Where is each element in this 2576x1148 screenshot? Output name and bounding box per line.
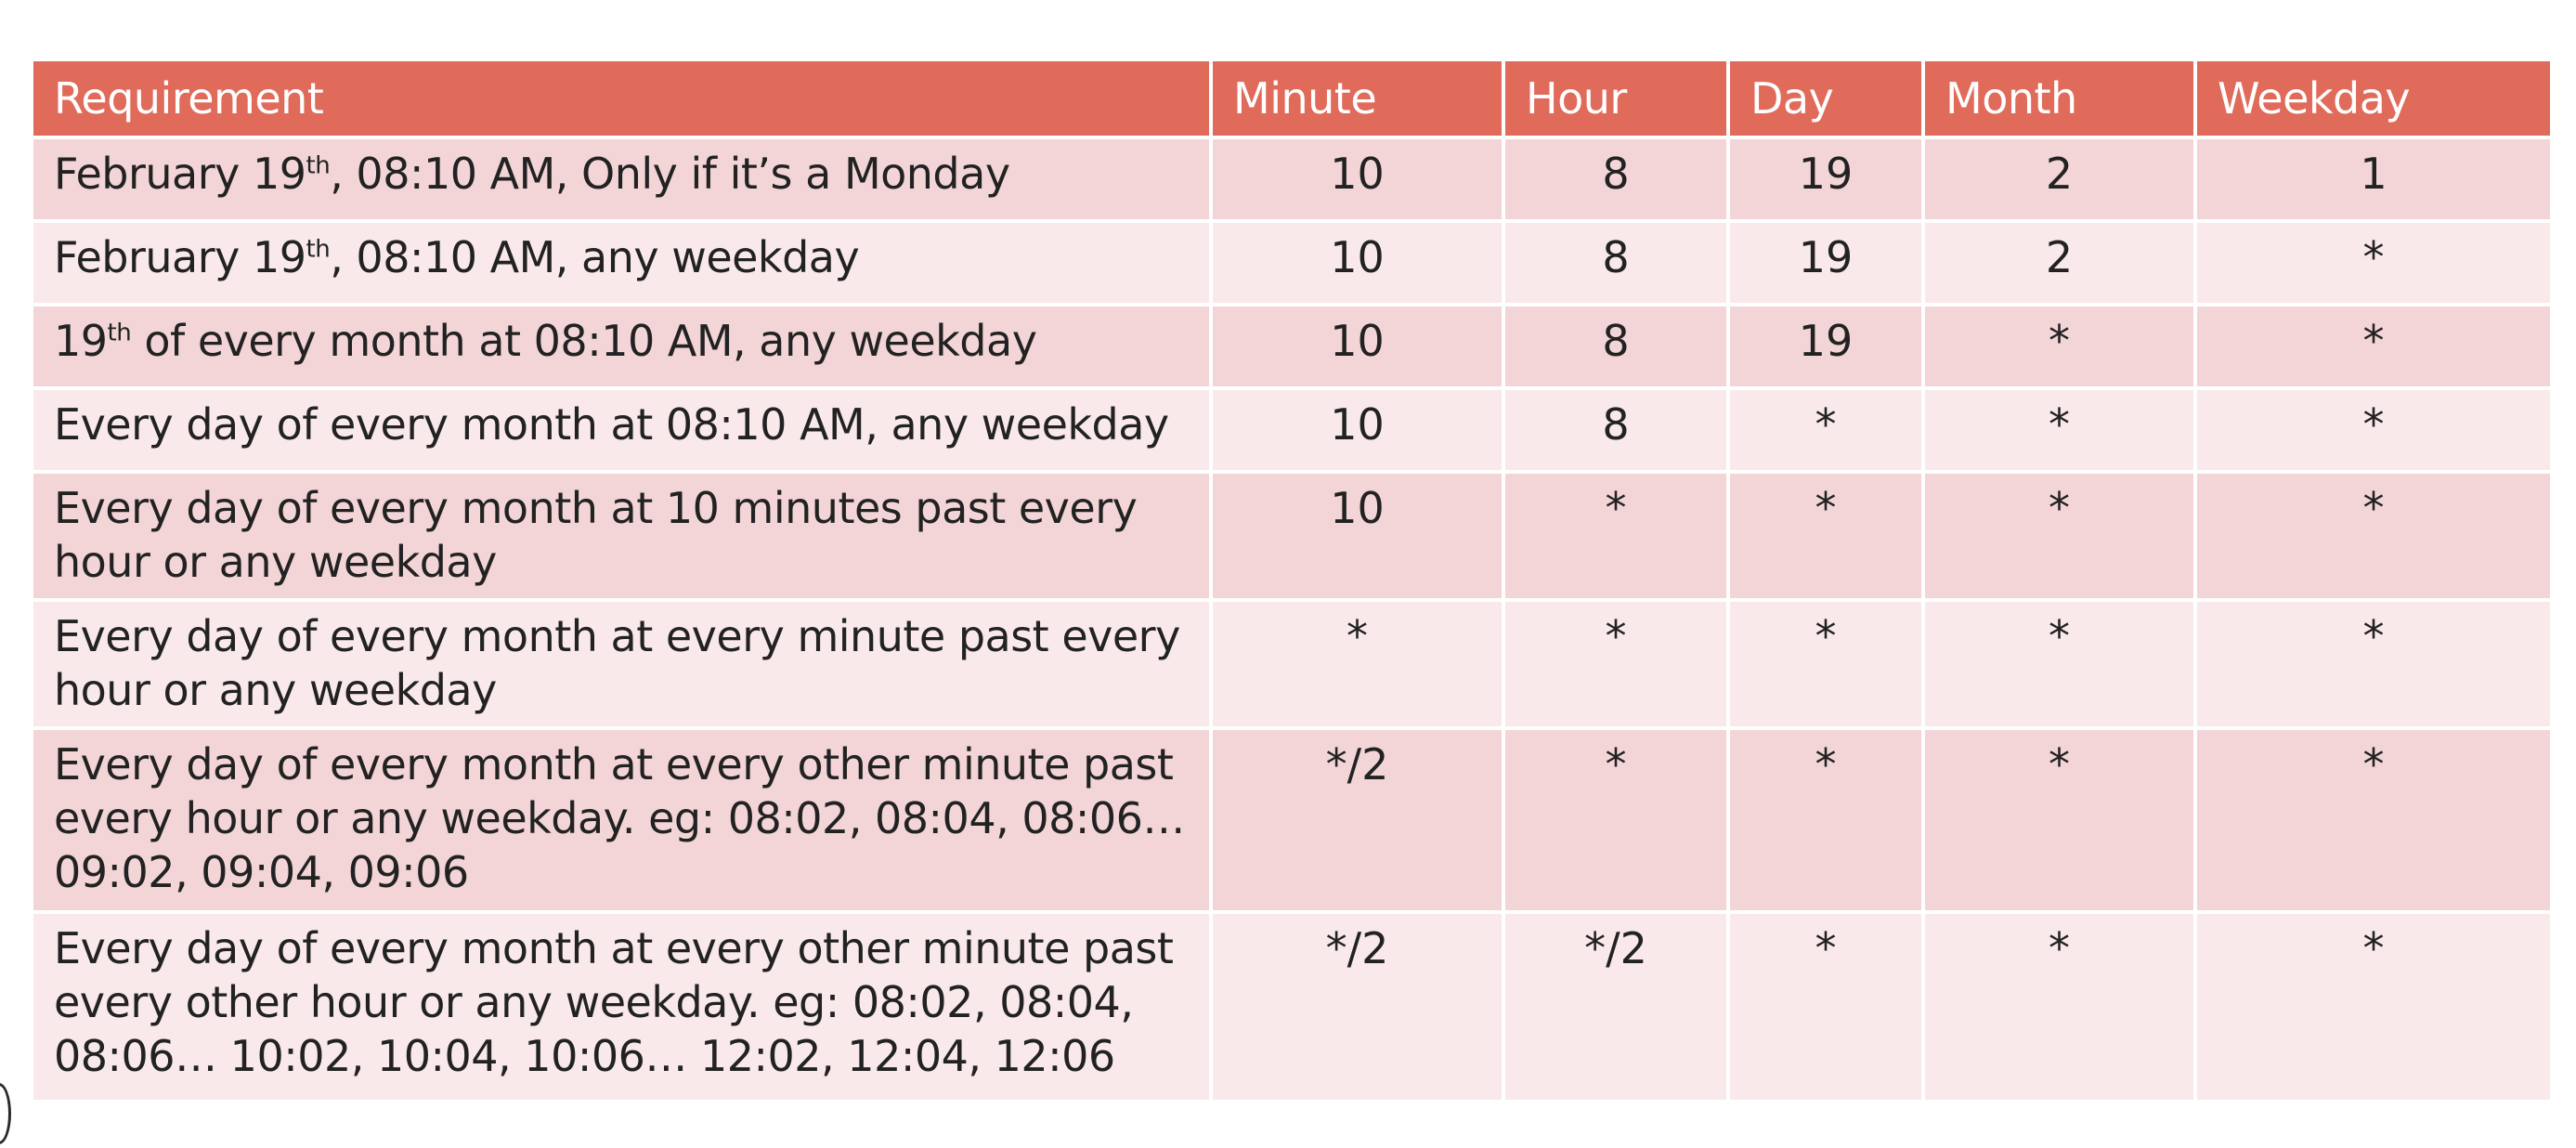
weekday-cell: * <box>2193 386 2554 474</box>
hour-cell: 8 <box>1502 136 1730 223</box>
edge-circle-decoration <box>0 1083 11 1144</box>
month-cell: * <box>1921 598 2197 730</box>
minute-cell: */2 <box>1209 910 1505 1103</box>
hour-cell: * <box>1502 470 1730 602</box>
minute-cell: 10 <box>1209 470 1505 602</box>
table-row: February 19th, 08:10 AM, Only if it’s a … <box>30 136 2554 223</box>
hour-cell: * <box>1502 598 1730 730</box>
minute-cell: 10 <box>1209 136 1505 223</box>
hour-cell: * <box>1502 726 1730 914</box>
weekday-cell: * <box>2193 910 2554 1103</box>
day-cell: 19 <box>1726 136 1925 223</box>
day-cell: 19 <box>1726 303 1925 390</box>
table-row: 19th of every month at 08:10 AM, any wee… <box>30 303 2554 390</box>
weekday-cell: * <box>2193 470 2554 602</box>
day-cell: * <box>1726 726 1925 914</box>
header-day: Day <box>1726 58 1925 139</box>
minute-cell: 10 <box>1209 219 1505 307</box>
month-cell: 2 <box>1921 219 2197 307</box>
table-row: February 19th, 08:10 AM, any weekday 10 … <box>30 219 2554 307</box>
table-row: Every day of every month at every other … <box>30 910 2554 1103</box>
table-body: February 19th, 08:10 AM, Only if it’s a … <box>30 136 2554 1103</box>
requirement-cell: Every day of every month at every minute… <box>30 598 1213 730</box>
header-month: Month <box>1921 58 2197 139</box>
hour-cell: 8 <box>1502 303 1730 390</box>
requirement-cell: February 19th, 08:10 AM, any weekday <box>30 219 1213 307</box>
month-cell: * <box>1921 470 2197 602</box>
month-cell: * <box>1921 910 2197 1103</box>
hour-cell: 8 <box>1502 386 1730 474</box>
day-cell: * <box>1726 598 1925 730</box>
minute-cell: 10 <box>1209 386 1505 474</box>
requirement-cell: Every day of every month at 10 minutes p… <box>30 470 1213 602</box>
day-cell: 19 <box>1726 219 1925 307</box>
requirement-cell: 19th of every month at 08:10 AM, any wee… <box>30 303 1213 390</box>
day-cell: * <box>1726 910 1925 1103</box>
hour-cell: */2 <box>1502 910 1730 1103</box>
header-minute: Minute <box>1209 58 1505 139</box>
weekday-cell: * <box>2193 598 2554 730</box>
table-row: Every day of every month at every minute… <box>30 598 2554 730</box>
minute-cell: */2 <box>1209 726 1505 914</box>
month-cell: * <box>1921 726 2197 914</box>
month-cell: 2 <box>1921 136 2197 223</box>
table-row: Every day of every month at every other … <box>30 726 2554 914</box>
minute-cell: * <box>1209 598 1505 730</box>
table-row: Every day of every month at 08:10 AM, an… <box>30 386 2554 474</box>
table-header: Requirement Minute Hour Day Month Weekda… <box>30 58 2554 139</box>
weekday-cell: * <box>2193 726 2554 914</box>
requirement-cell: Every day of every month at 08:10 AM, an… <box>30 386 1213 474</box>
hour-cell: 8 <box>1502 219 1730 307</box>
day-cell: * <box>1726 470 1925 602</box>
day-cell: * <box>1726 386 1925 474</box>
requirement-cell: Every day of every month at every other … <box>30 726 1213 914</box>
header-row: Requirement Minute Hour Day Month Weekda… <box>30 58 2554 139</box>
weekday-cell: * <box>2193 303 2554 390</box>
month-cell: * <box>1921 386 2197 474</box>
header-requirement: Requirement <box>30 58 1213 139</box>
requirement-cell: February 19th, 08:10 AM, Only if it’s a … <box>30 136 1213 223</box>
header-hour: Hour <box>1502 58 1730 139</box>
weekday-cell: 1 <box>2193 136 2554 223</box>
table-row: Every day of every month at 10 minutes p… <box>30 470 2554 602</box>
cron-schedule-table: Requirement Minute Hour Day Month Weekda… <box>30 58 2554 1103</box>
month-cell: * <box>1921 303 2197 390</box>
weekday-cell: * <box>2193 219 2554 307</box>
header-weekday: Weekday <box>2193 58 2554 139</box>
requirement-cell: Every day of every month at every other … <box>30 910 1213 1103</box>
minute-cell: 10 <box>1209 303 1505 390</box>
